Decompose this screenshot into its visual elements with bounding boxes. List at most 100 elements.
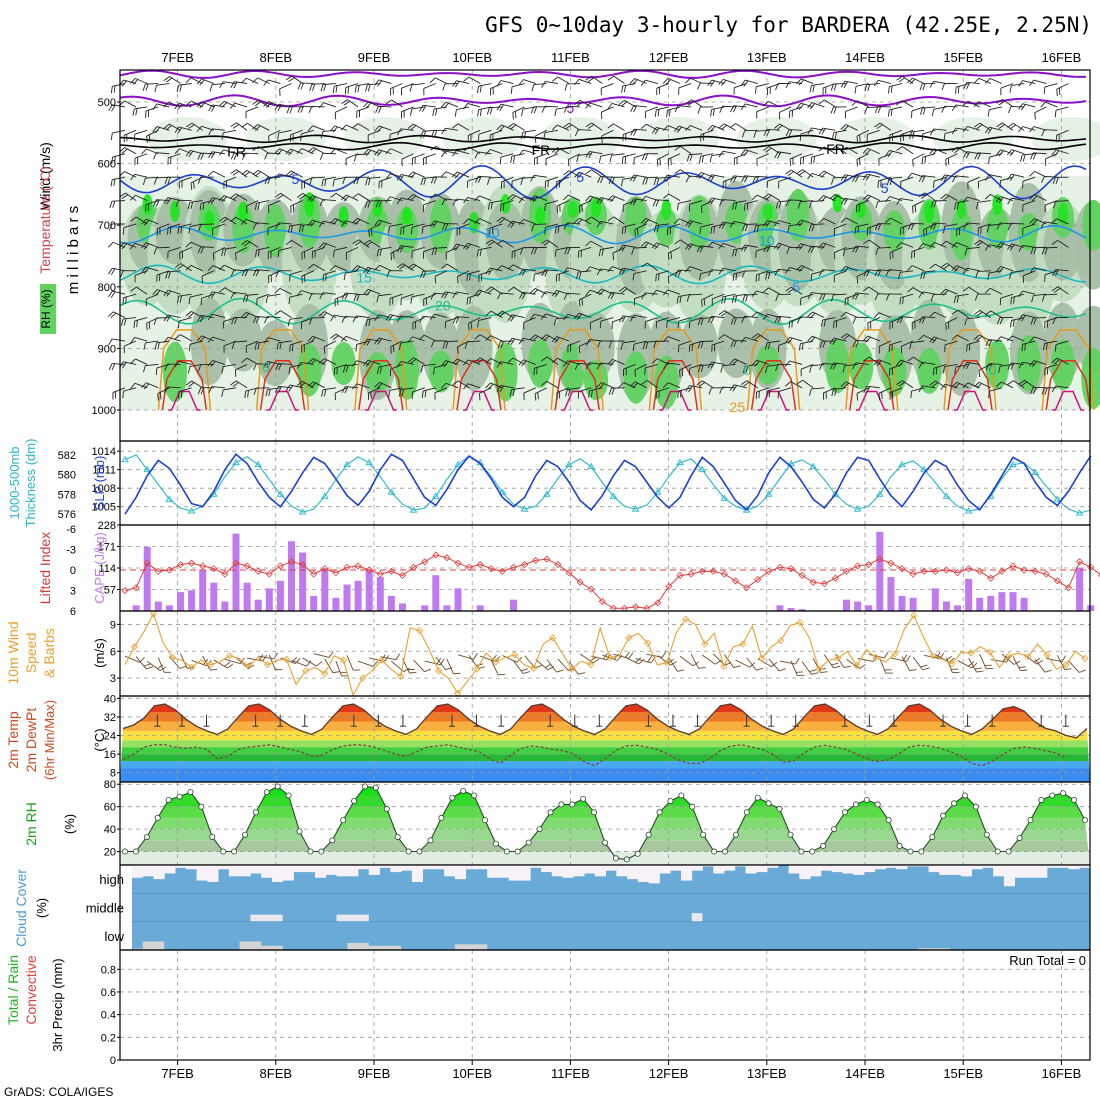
- rh-shade: [163, 342, 187, 403]
- high-cloud-gap: [369, 865, 380, 875]
- high-cloud-gap: [466, 865, 477, 869]
- run-total-label: Run Total = 0: [1009, 953, 1086, 968]
- date-label-bottom: 7FEB: [161, 1066, 194, 1081]
- high-cloud-gap: [304, 865, 315, 872]
- rh-shade: [224, 309, 261, 372]
- contour-label: 15: [356, 270, 372, 286]
- cape-bar: [887, 577, 894, 611]
- high-cloud-gap: [713, 865, 724, 874]
- high-cloud-gap: [541, 865, 552, 872]
- rh-marker: [831, 827, 836, 832]
- high-cloud-gap: [853, 865, 864, 875]
- date-label-bottom: 13FEB: [747, 1066, 787, 1081]
- high-cloud-gap: [293, 865, 304, 872]
- high-cloud-gap: [972, 865, 983, 869]
- cloud-level-label: low: [104, 929, 124, 944]
- wind10m-label: 10m Wind: [5, 621, 21, 684]
- rh-marker: [493, 841, 498, 846]
- high-cloud-gap: [250, 865, 261, 874]
- cape-bar: [377, 577, 384, 611]
- cape-bar: [865, 605, 872, 611]
- rh-marker: [701, 832, 706, 837]
- cape-bar: [266, 588, 273, 611]
- wind-barb-flag: [600, 321, 601, 328]
- rh-marker: [962, 793, 967, 798]
- cape-bar: [310, 596, 317, 611]
- rh-marker: [635, 851, 640, 856]
- contour-label: 0: [743, 362, 751, 378]
- rh-marker: [297, 829, 302, 834]
- high-cloud-gap: [433, 865, 444, 869]
- date-label-top: 9FEB: [358, 50, 391, 65]
- high-cloud-gap: [627, 865, 638, 879]
- cape-bar: [155, 602, 162, 611]
- rh-shade: [430, 199, 452, 253]
- rh-marker: [875, 802, 880, 807]
- rh-marker: [308, 849, 313, 854]
- rh-shade: [429, 350, 453, 392]
- rh-marker: [668, 798, 673, 803]
- wind10m-label-2: Speed: [23, 633, 39, 673]
- millibars-label: m i l l i b a r s: [65, 206, 82, 294]
- wind-barb-flag: [579, 300, 580, 307]
- wind-barb-flag: [668, 253, 669, 260]
- date-label-top: 16FEB: [1042, 50, 1082, 65]
- rh-shade: [170, 201, 180, 222]
- rh-shade: [661, 199, 671, 220]
- rh-marker: [679, 793, 684, 798]
- rh-marker: [821, 843, 826, 848]
- wind-barb-flag: [178, 321, 179, 328]
- high-cloud-gap: [509, 865, 520, 881]
- wind-barb-flag: [269, 136, 270, 143]
- rh-marker: [646, 832, 651, 837]
- wind-barb-flag: [925, 156, 926, 163]
- high-cloud-gap: [218, 865, 229, 869]
- date-label-bottom: 8FEB: [260, 1066, 293, 1081]
- wind-barb: [378, 106, 391, 107]
- cape-bar: [976, 598, 983, 611]
- cape-bar: [255, 600, 262, 611]
- thickness-tick-label: 580: [58, 470, 76, 482]
- rh-shade: [763, 204, 773, 220]
- high-cloud-gap: [326, 865, 337, 875]
- rh-marker: [439, 815, 444, 820]
- high-cloud-gap: [606, 865, 617, 871]
- cape-bar: [399, 603, 406, 611]
- thickness-tick-label: 578: [58, 489, 76, 501]
- high-cloud-gap: [929, 865, 940, 872]
- wind-barb-flag: [498, 674, 505, 675]
- temp-label: 2m Temp: [5, 711, 21, 769]
- rh2m-unit: (%): [62, 814, 77, 834]
- date-label-top: 7FEB: [161, 50, 194, 65]
- rh-marker: [122, 849, 127, 854]
- rh-marker: [188, 789, 193, 794]
- wind10m-label-3: & Barbs: [41, 628, 57, 678]
- cape-bar: [932, 588, 939, 611]
- lifted-tick-label: 6: [70, 606, 76, 618]
- rh-marker: [1039, 797, 1044, 802]
- high-cloud-gap: [638, 865, 649, 882]
- rh-marker: [1050, 793, 1055, 798]
- wind-barb: [245, 153, 258, 154]
- cape-bar: [1021, 598, 1028, 611]
- y-tick-label: 6: [110, 646, 116, 658]
- cape-bar: [199, 570, 206, 611]
- wind-barb-flag: [779, 112, 780, 119]
- wind-barb-flag: [149, 322, 150, 329]
- cape-bar: [1087, 605, 1094, 611]
- y-tick-label: 0: [110, 1055, 116, 1067]
- rh-marker: [450, 795, 455, 800]
- wind-barb-flag: [513, 112, 514, 119]
- cape-bar: [221, 602, 228, 611]
- rh-marker: [766, 801, 771, 806]
- high-cloud-gap: [283, 865, 294, 881]
- cape-bar: [1010, 592, 1017, 611]
- high-cloud-gap: [444, 865, 455, 876]
- wind-barb: [301, 83, 314, 84]
- rh-base: [120, 852, 1090, 865]
- high-cloud-gap: [875, 865, 886, 869]
- low-cloud-patch: [143, 942, 165, 951]
- wind-barb-flag: [659, 274, 660, 281]
- cape-bar: [288, 541, 295, 611]
- y-tick-label: 3: [110, 673, 116, 685]
